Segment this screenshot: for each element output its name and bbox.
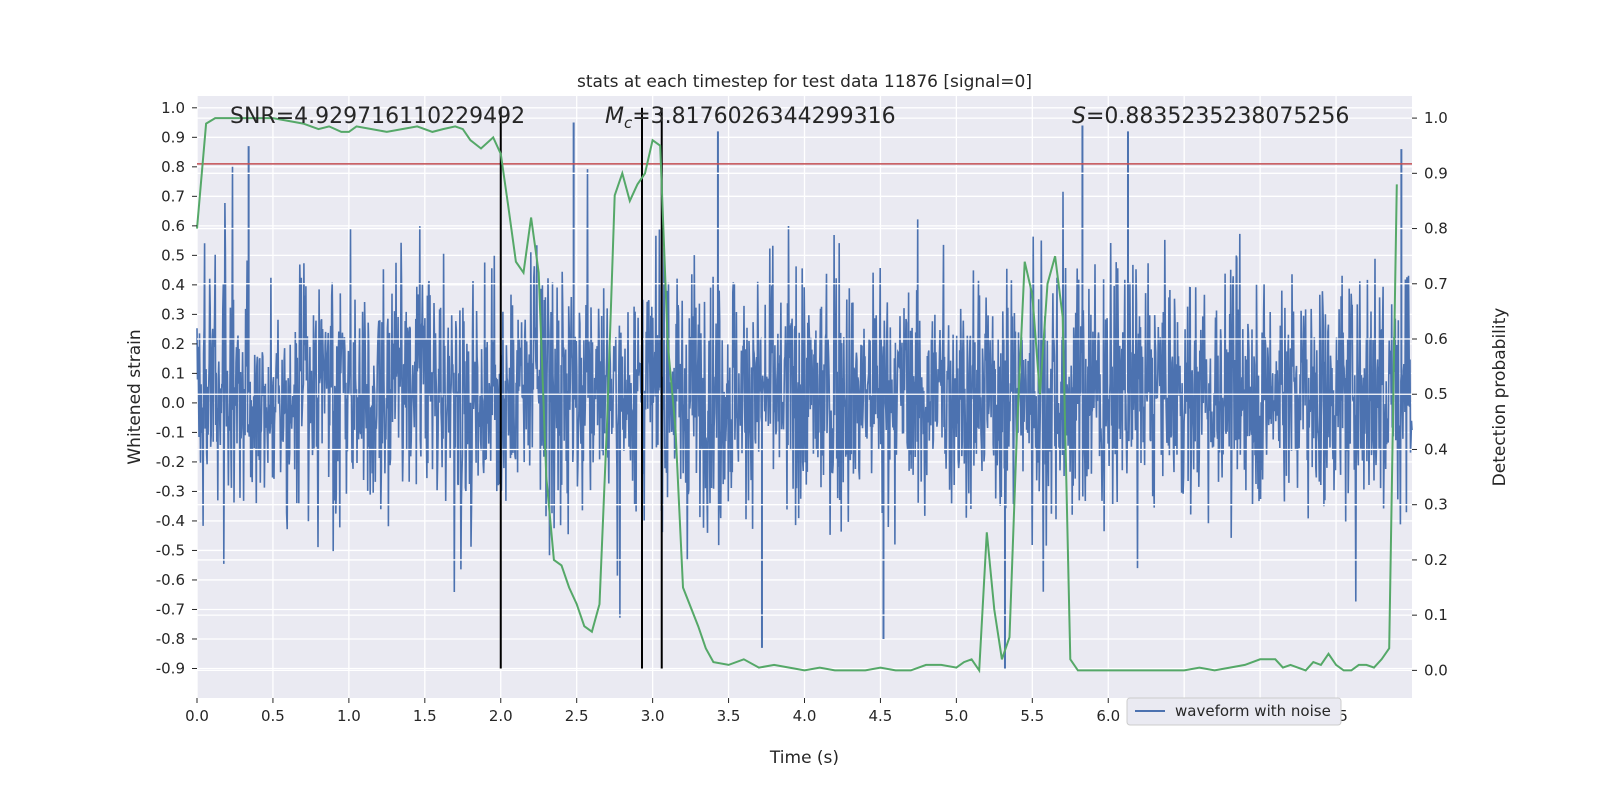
- y-left-tick-label-18: -0.8: [156, 630, 185, 648]
- y-left-tick-label-0: 1.0: [161, 99, 185, 117]
- legend-label-waveform: waveform with noise: [1175, 702, 1331, 720]
- y-right-tick-label-9: 0.1: [1424, 606, 1448, 624]
- x-tick-label-3: 1.5: [413, 707, 437, 725]
- y-right-tick-label-3: 0.7: [1424, 275, 1448, 293]
- y-left-tick-label-14: -0.4: [156, 512, 185, 530]
- probability-line: [196, 117, 1398, 674]
- x-tick-label-10: 5.0: [944, 707, 968, 725]
- snr-annotation: SNR=4.929716110229492: [230, 104, 525, 129]
- x-tick-label-5: 2.5: [565, 707, 589, 725]
- y-left-tick-label-19: -0.9: [156, 659, 185, 677]
- x-tick-label-6: 3.0: [641, 707, 665, 725]
- y-right-tick-label-10: 0.0: [1424, 661, 1448, 679]
- x-tick-label-8: 4.0: [793, 707, 817, 725]
- x-tick-label-2: 1.0: [337, 707, 361, 725]
- y-left-tick-label-11: -0.1: [156, 423, 185, 441]
- chart-title: stats at each timestep for test data 118…: [577, 72, 1032, 92]
- y-left-tick-label-6: 0.4: [161, 276, 185, 294]
- y-left-tick-label-9: 0.1: [161, 364, 185, 382]
- y-left-tick-label-1: 0.9: [161, 128, 185, 146]
- y-right-tick-label-2: 0.8: [1424, 220, 1448, 238]
- chirp-mass-value: =3.8176026344299316: [632, 104, 895, 129]
- y-left-tick-label-13: -0.3: [156, 482, 185, 500]
- y-axis-left-label: Whitened strain: [125, 329, 145, 464]
- x-tick-label-11: 5.5: [1020, 707, 1044, 725]
- axes: 0.00.51.01.52.02.53.03.54.04.55.05.56.06…: [156, 99, 1448, 725]
- y-right-tick-label-7: 0.3: [1424, 496, 1448, 514]
- y-left-tick-label-5: 0.5: [161, 246, 185, 264]
- y-left-tick-label-15: -0.5: [156, 541, 185, 559]
- y-left-tick-label-4: 0.6: [161, 217, 185, 235]
- chirp-mass-subscript: c: [624, 114, 633, 132]
- legend: waveform with noise: [1126, 697, 1342, 726]
- legend-box: [1126, 697, 1342, 726]
- chirp-mass-annotation: Mc=3.8176026344299316: [605, 104, 896, 132]
- y-left-tick-label-12: -0.2: [156, 453, 185, 471]
- y-right-tick-label-1: 0.9: [1424, 164, 1448, 182]
- y-left-tick-label-17: -0.7: [156, 600, 185, 618]
- x-tick-label-9: 4.5: [869, 707, 893, 725]
- y-right-tick-label-5: 0.5: [1424, 385, 1448, 403]
- chirp-mass-symbol: M: [605, 104, 624, 129]
- y-right-tick-label-0: 1.0: [1424, 109, 1448, 127]
- y-right-tick-label-8: 0.2: [1424, 551, 1448, 569]
- y-left-tick-label-3: 0.7: [161, 187, 185, 205]
- y-right-tick-label-6: 0.4: [1424, 440, 1448, 458]
- y-right-tick-label-4: 0.6: [1424, 330, 1448, 348]
- s-symbol: S: [1072, 104, 1086, 129]
- x-tick-label-1: 0.5: [261, 707, 285, 725]
- y-left-tick-label-2: 0.8: [161, 158, 185, 176]
- s-annotation: S=0.8835235238075256: [1072, 104, 1349, 129]
- y-left-tick-label-8: 0.2: [161, 335, 185, 353]
- y-left-tick-label-10: 0.0: [161, 394, 185, 412]
- waveform-trace: [196, 166, 1413, 618]
- x-axis-label: Time (s): [769, 748, 839, 768]
- y-left-tick-label-7: 0.3: [161, 305, 185, 323]
- x-tick-label-12: 6.0: [1096, 707, 1120, 725]
- x-tick-label-4: 2.0: [489, 707, 513, 725]
- y-left-tick-label-16: -0.6: [156, 571, 185, 589]
- x-tick-label-7: 3.5: [717, 707, 741, 725]
- probability-series: [196, 117, 1398, 674]
- x-tick-label-0: 0.0: [185, 707, 209, 725]
- y-axis-right-label: Detection probability: [1490, 308, 1510, 487]
- s-value: =0.8835235238075256: [1086, 104, 1349, 129]
